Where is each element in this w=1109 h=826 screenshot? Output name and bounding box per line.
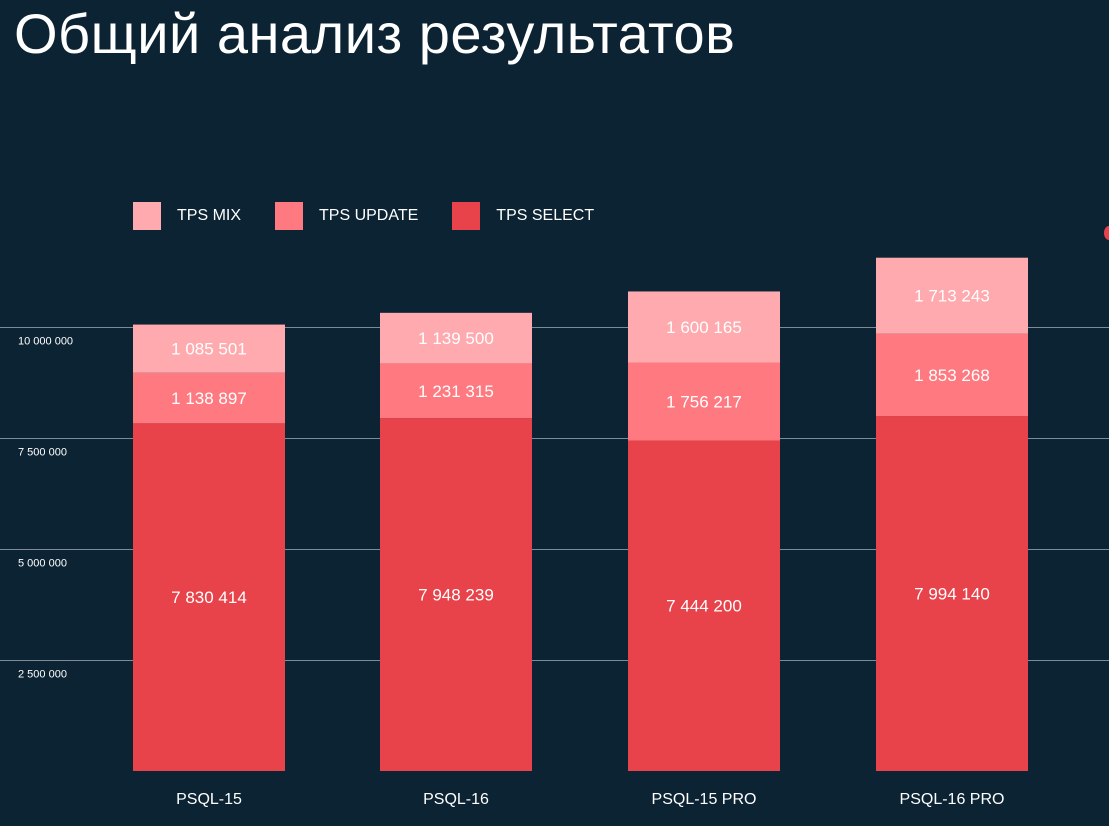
bar-segment-tps-update: [628, 362, 780, 441]
y-tick-label: 5 000 000: [18, 558, 67, 570]
y-tick-label: 2 500 000: [18, 669, 67, 681]
legend-item-tps-update: TPS UPDATE: [275, 202, 418, 230]
x-tick-label: PSQL-15 PRO: [652, 791, 757, 808]
data-label-tps-select: 7 994 140: [914, 585, 990, 604]
bar-segment-tps-mix: [628, 291, 780, 363]
bar-segment-tps-update: [876, 333, 1028, 417]
data-label-tps-mix: 1 139 500: [418, 329, 494, 348]
y-tick-label: 7 500 000: [18, 447, 67, 459]
data-label-tps-mix: 1 713 243: [914, 287, 990, 306]
bar-segment-tps-update: [133, 372, 285, 424]
x-tick-label: PSQL-16: [423, 791, 489, 808]
data-label-tps-mix: 1 085 501: [171, 340, 247, 359]
bar-segment-tps-select: [380, 418, 532, 771]
bar-segment-tps-select: [133, 423, 285, 771]
x-tick-label: PSQL-15: [176, 791, 242, 808]
legend-swatch-tps-update: [275, 202, 304, 230]
chart-legend: TPS MIX TPS UPDATE TPS SELECT: [133, 201, 628, 231]
data-label-tps-update: 1 756 217: [666, 392, 742, 411]
legend-swatch-tps-select: [452, 202, 481, 230]
data-label-tps-update: 1 853 268: [914, 366, 990, 385]
data-label-tps-update: 1 231 315: [418, 382, 494, 401]
legend-label-tps-mix: TPS MIX: [177, 207, 242, 224]
bar-segment-tps-select: [876, 416, 1028, 771]
legend-label-tps-select: TPS SELECT: [496, 207, 595, 224]
data-label-tps-select: 7 830 414: [171, 588, 247, 607]
legend-item-tps-mix: TPS MIX: [133, 202, 241, 230]
bar-segment-tps-mix: [380, 312, 532, 364]
data-label-tps-mix: 1 600 165: [666, 318, 742, 337]
legend-item-tps-select: TPS SELECT: [452, 202, 594, 230]
data-label-tps-update: 1 138 897: [171, 389, 247, 408]
bar-segment-tps-mix: [876, 257, 1028, 334]
bar-segment-tps-update: [380, 363, 532, 419]
page-title: Общий анализ результатов: [14, 2, 736, 65]
x-tick-label: PSQL-16 PRO: [900, 791, 1005, 808]
data-label-tps-select: 7 948 239: [418, 586, 494, 605]
decorative-dot: [1104, 226, 1109, 240]
bar-segment-tps-select: [628, 440, 780, 771]
y-tick-label: 10 000 000: [18, 336, 73, 348]
legend-swatch-tps-mix: [133, 202, 161, 230]
bar-segment-tps-mix: [133, 324, 285, 373]
legend-label-tps-update: TPS UPDATE: [319, 207, 419, 224]
data-label-tps-select: 7 444 200: [666, 597, 742, 616]
